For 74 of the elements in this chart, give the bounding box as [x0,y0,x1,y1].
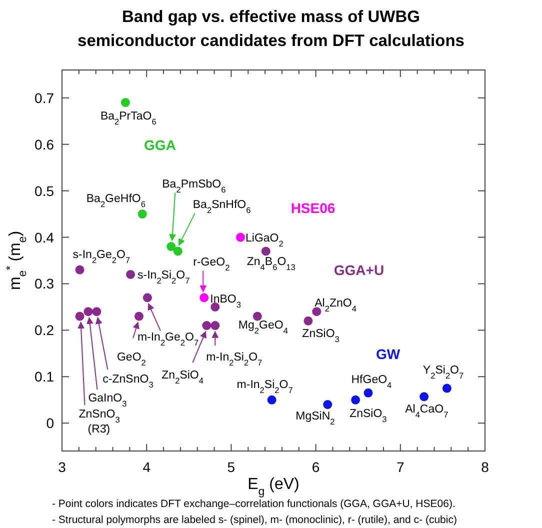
annotation: GaInO$_{3}$ [88,392,128,408]
point [267,395,276,404]
point [92,307,102,316]
annotation: m-In$_{2}$Ge$_{2}$O$_{7}$ [137,332,199,348]
point [252,312,262,321]
x-tick-label: 3 [58,459,66,475]
y-tick-label: 0.5 [34,182,54,199]
point [420,392,429,402]
point [202,321,212,330]
annotation: Zn$_{4}$B$_{6}$O$_{13}$ [246,256,296,272]
y-tick-label: 0.7 [34,90,54,106]
y-tick-label: 0 [46,415,54,432]
annotation: Al$_{4}$CaO$_{7}$ [405,404,449,420]
point [75,265,84,274]
chart-title: Band gap vs. effective mass of UWBG semiconductor candidates from DFT calculations [78,8,464,50]
x-tick-label: 7 [396,459,404,475]
annotation: Ba$_{2}$SnHfO$_{6}$ [192,199,252,215]
point [304,316,313,326]
point [126,270,136,279]
point [142,293,152,302]
annotation: Ba$_{2}$PrTaO$_{6}$ [100,110,157,126]
point [166,242,176,252]
annotation: m-In$_{2}$Si$_{2}$O$_{7}$ [206,352,263,368]
text: - Structural polymorphs are labeled s- (spinel), m- (monoclinic), r- (rutile), and c- (cubic) [52,514,457,526]
annotation: Mg$_{2}$GeO$_{4}$ [238,319,288,335]
point [75,312,84,321]
y-tick-label: 0.3 [34,276,54,292]
annotation: s-In$_{2}$Si$_{2}$O$_{7}$ [138,269,190,285]
annotation: Zn$_{2}$SiO$_{4}$ [162,370,204,386]
y-tick-label: 0.6 [34,136,54,152]
y-tick-label: 0.1 [34,368,54,385]
point [210,321,220,330]
point [261,246,270,256]
text: - Point colors indicates DFT exchange–correlation functionals (GGA, GGA+U, HSE06). [52,498,456,510]
annotation: r-GeO$_{2}$ [193,256,230,272]
point [323,400,332,410]
point [351,395,360,404]
annotation: Ba$_{2}$GeHfO$_{6}$ [86,193,146,209]
annotation: InBO$_{3}$ [210,294,242,310]
y-tick-label: 0.4 [34,229,54,246]
point [236,232,246,242]
annotation: Al$_{2}$ZnO$_{4}$ [314,298,357,314]
x-axis-title: E$_{g}$ (eV) [248,476,300,498]
text: HSE06 [290,200,336,216]
annotation: ZnSiO$_{3}$ [350,408,388,424]
series-label: GW [376,346,401,362]
annotation: ZnSnO$_{3}$ (R3̄) [78,408,120,436]
annotation: HfGeO$_{4}$ [351,374,392,390]
point [138,210,147,219]
annotation: MgSiN$_{2}$ [296,410,336,426]
annotation: s-In$_{2}$Ge$_{2}$O$_{7}$ [72,248,130,264]
annotation: Y$_{2}$Si$_{2}$O$_{7}$ [422,364,464,380]
annotation: GeO$_{2}$ [116,351,146,367]
point [120,98,130,108]
x-tick-label: 8 [481,459,490,475]
point [312,307,322,316]
x-tick-label: 4 [142,459,151,475]
annotation: ZnSiO$_{3}$ [302,328,340,344]
point [210,302,220,312]
point [134,312,144,321]
x-tick-label: 6 [312,459,320,475]
annotation: c-ZnSnO$_{3}$ [102,374,154,390]
annotation: Ba$_{2}$PmSbO$_{6}$ [162,178,226,194]
point [173,246,182,256]
point [200,293,209,302]
point [442,384,452,393]
text: GGA+U [334,262,384,278]
point [84,307,93,316]
annotation: m-In$_{2}$Si$_{2}$O$_{7}$ [236,378,294,394]
annotation: LiGaO$_{2}$ [246,232,284,248]
y-tick-label: 0.2 [34,322,54,338]
text: GGA [144,137,176,153]
x-tick-label: 5 [227,459,236,475]
point [364,388,373,398]
